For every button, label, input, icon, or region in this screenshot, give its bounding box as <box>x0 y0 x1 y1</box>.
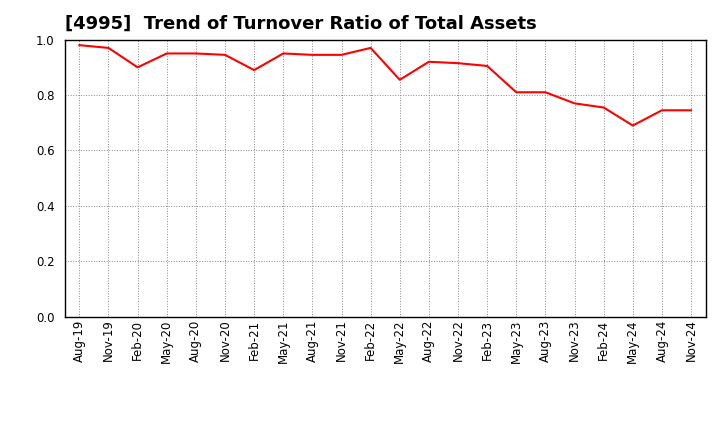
Text: [4995]  Trend of Turnover Ratio of Total Assets: [4995] Trend of Turnover Ratio of Total … <box>65 15 536 33</box>
